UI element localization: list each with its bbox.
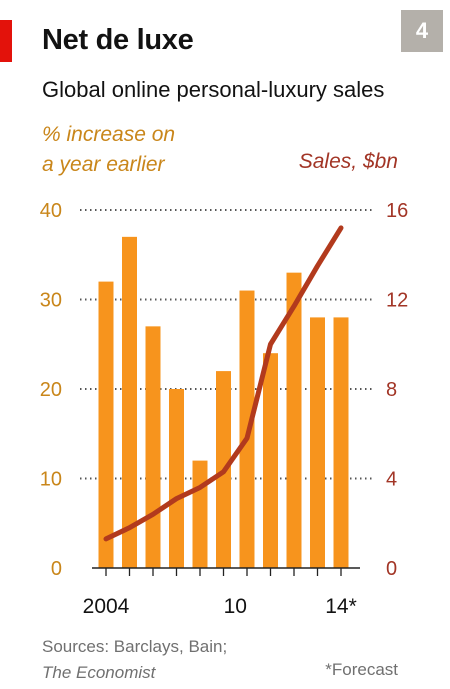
right-tick-label: 16: [386, 200, 408, 222]
bar: [310, 317, 325, 568]
bar: [122, 236, 137, 568]
bar: [145, 326, 161, 568]
left-tick-label: 20: [40, 379, 62, 401]
bar: [192, 460, 208, 568]
bar: [169, 389, 184, 568]
chart-title: Net de luxe: [42, 24, 194, 56]
left-tick-label: 10: [40, 469, 62, 491]
left-axis-title-line2: a year earlier: [42, 153, 165, 176]
sales-line: [103, 225, 344, 542]
bar: [333, 317, 349, 568]
bar: [263, 353, 278, 568]
x-tick-label: 10: [224, 595, 247, 618]
chart-number-badge: 4: [401, 10, 443, 52]
x-tick-label: 2004: [83, 595, 130, 618]
chart-subtitle: Global online personal-luxury sales: [42, 77, 385, 102]
left-axis-title-line1: % increase on: [42, 123, 176, 146]
left-tick-label: 0: [51, 558, 62, 580]
sources-line: Sources: Barclays, Bain;: [42, 637, 228, 656]
right-tick-label: 12: [386, 290, 408, 312]
right-tick-label: 0: [386, 558, 397, 580]
right-tick-label: 8: [386, 379, 397, 401]
left-axis-title: % increase on a year earlier: [42, 120, 175, 180]
bar: [98, 281, 114, 568]
brand-flag: [0, 20, 12, 62]
bar: [286, 272, 302, 568]
forecast-note: *Forecast: [325, 660, 398, 679]
x-tick-label: 14*: [325, 595, 357, 618]
sources-note: Sources: Barclays, Bain; The Economist: [42, 634, 227, 686]
right-tick-label: 4: [386, 469, 397, 491]
left-tick-label: 30: [40, 290, 62, 312]
publication-name: The Economist: [42, 663, 156, 682]
right-axis-title: Sales, $bn: [298, 150, 398, 173]
left-tick-label: 40: [40, 200, 62, 222]
